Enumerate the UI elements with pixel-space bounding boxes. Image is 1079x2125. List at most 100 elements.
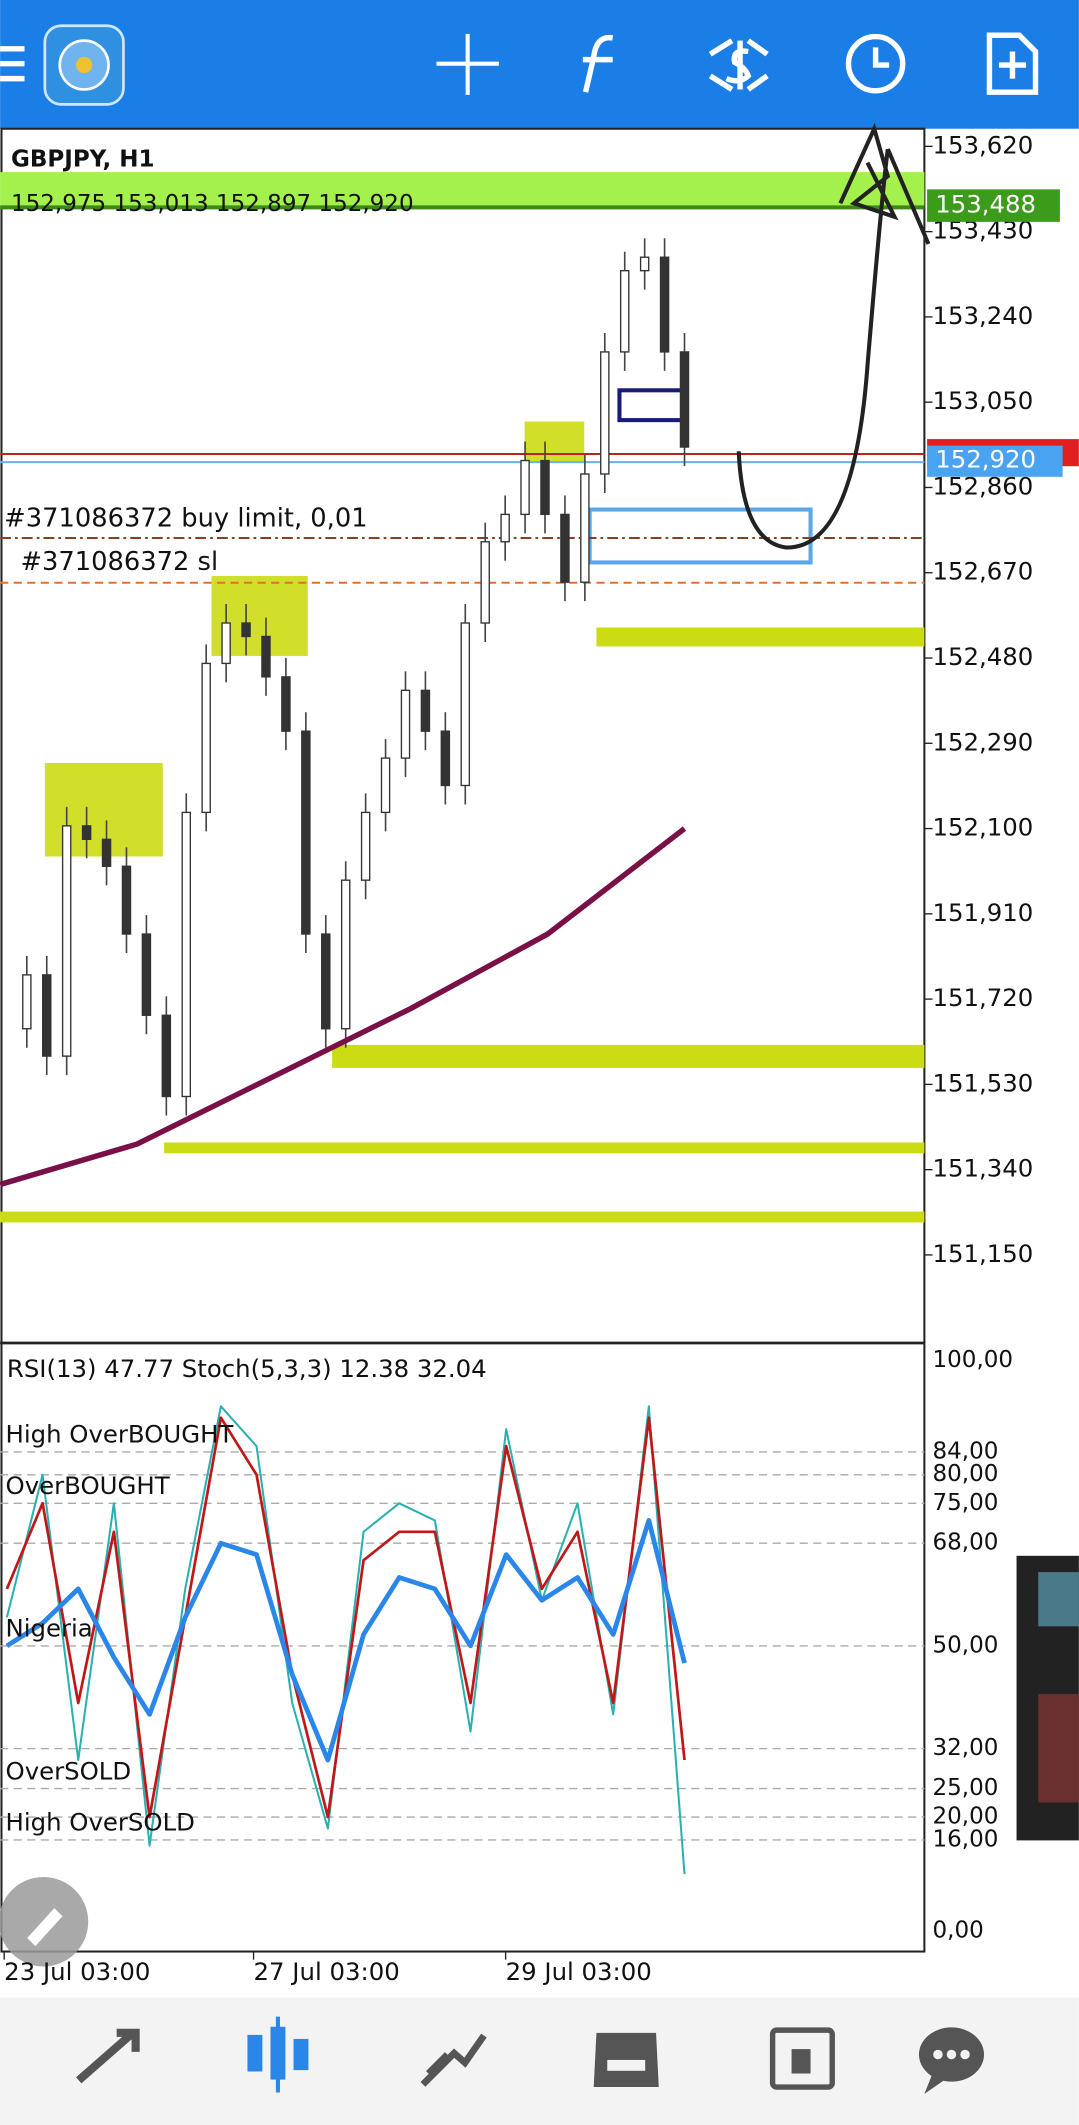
chat-tab[interactable]	[918, 2027, 985, 2094]
candle-body	[500, 513, 510, 543]
price-tick-label: 151,910	[933, 898, 1034, 927]
alert-price-label: 153,488	[935, 190, 1036, 219]
indicator-header: RSI(13) 47.77 Stoch(5,3,3) 12.38 32.04	[7, 1354, 487, 1383]
indicator-tick-label: 16,00	[933, 1826, 999, 1852]
candle-body	[22, 974, 32, 1030]
candle-body	[460, 622, 471, 787]
news-tab[interactable]	[769, 2027, 835, 2090]
candle-body	[400, 689, 411, 759]
candle-body	[560, 513, 570, 583]
candle-body	[201, 662, 211, 814]
candle-body	[679, 351, 690, 448]
price-tick-label: 153,620	[933, 130, 1034, 159]
app-logo[interactable]	[43, 24, 125, 106]
candle-body	[221, 622, 231, 665]
bid-price-tag	[927, 445, 1063, 477]
candle-body	[241, 622, 251, 638]
drawings	[0, 122, 931, 1223]
moving-average	[0, 826, 687, 1188]
alert-price-tag	[927, 189, 1060, 222]
indicator-tick-label: 25,00	[933, 1775, 999, 1801]
menu-button[interactable]	[0, 46, 25, 82]
candle-body	[440, 730, 451, 787]
ohlc-label: 152,975 153,013 152,897 152,920	[11, 191, 414, 217]
candle-body	[61, 825, 72, 1057]
time-label: 27 Jul 03:00	[254, 1957, 400, 1986]
quotes-tab[interactable]	[76, 2028, 140, 2084]
candle-body	[480, 541, 490, 624]
candle-body	[141, 933, 152, 1016]
candle-body	[301, 730, 311, 935]
candle-body	[42, 974, 52, 1057]
zone	[524, 421, 585, 463]
crosshair-button[interactable]	[436, 33, 499, 95]
time-label: 29 Jul 03:00	[506, 1957, 652, 1986]
candle-body	[181, 811, 192, 1098]
symbol-label: GBPJPY, H1	[11, 146, 155, 172]
price-tick-label: 151,340	[933, 1154, 1034, 1183]
price-tick-label: 152,290	[933, 727, 1034, 756]
indicator-tick-label: 32,00	[933, 1735, 999, 1761]
indicator-tick-label: 68,00	[933, 1530, 999, 1556]
candle-body	[81, 825, 92, 841]
sl-label: #371086372 sl	[20, 547, 218, 577]
price-tick-label: 151,720	[933, 983, 1034, 1012]
candle-body	[580, 473, 590, 583]
history-tab[interactable]	[593, 2032, 659, 2088]
zone	[596, 627, 925, 647]
marks	[0, 238, 925, 1875]
time-label: 23 Jul 03:00	[4, 1957, 150, 1986]
rsi-line	[5, 1518, 687, 1763]
indicator-tick-label: 50,00	[933, 1632, 999, 1658]
level-label: OverBOUGHT	[6, 1471, 170, 1500]
box	[587, 507, 813, 565]
indicator-tick-label: 100,00	[933, 1347, 1014, 1373]
toolbar	[0, 0, 1079, 129]
candle-body	[340, 879, 351, 1030]
level-label: High OverSOLD	[6, 1808, 195, 1837]
candle-body	[360, 811, 371, 881]
trade-tab[interactable]	[420, 2033, 487, 2087]
level-label: OverSOLD	[6, 1756, 132, 1785]
level-label: High OverBOUGHT	[6, 1420, 234, 1449]
indicators-button[interactable]	[582, 34, 614, 93]
indicator-tick-label: 80,00	[933, 1461, 999, 1487]
bid-price-label: 152,920	[935, 445, 1036, 474]
candle-body	[121, 865, 132, 935]
new-order-button[interactable]	[986, 32, 1039, 95]
candle-body	[420, 689, 431, 732]
candle-body	[540, 459, 550, 516]
draw-button[interactable]	[0, 1877, 89, 1967]
price-tick-label: 153,050	[933, 386, 1034, 415]
price-tick-label: 152,100	[933, 813, 1034, 842]
price-tick-label: 153,240	[933, 301, 1034, 330]
indicator-tick-label: 20,00	[933, 1804, 999, 1830]
indicator-tick-label: 75,00	[933, 1490, 999, 1516]
price-tick-label: 151,150	[933, 1239, 1034, 1268]
history-button[interactable]	[845, 33, 906, 94]
candle-body	[101, 838, 112, 867]
indicator-tick-label: 0,00	[933, 1918, 984, 1944]
candle-body	[161, 1014, 172, 1098]
zone	[0, 172, 925, 208]
chart-tab[interactable]	[247, 2016, 309, 2093]
level-label: Nigeria	[6, 1614, 93, 1643]
candle-body	[619, 270, 630, 353]
candle-body	[600, 351, 610, 475]
candle-body	[659, 256, 670, 353]
chart-frame	[0, 127, 926, 1953]
indicator-tick-label: 84,00	[933, 1438, 999, 1464]
video-overlay[interactable]	[1016, 1555, 1079, 1841]
price-tick-label: 151,530	[933, 1068, 1034, 1097]
candle-body	[281, 676, 291, 732]
zone	[164, 1142, 925, 1154]
order-label: #371086372 buy limit, 0,01	[4, 504, 367, 534]
trade-button[interactable]	[708, 38, 769, 92]
hand-drawing	[736, 122, 931, 550]
zone	[332, 1044, 925, 1068]
candle-body	[321, 933, 331, 1030]
candle-body	[380, 757, 391, 814]
